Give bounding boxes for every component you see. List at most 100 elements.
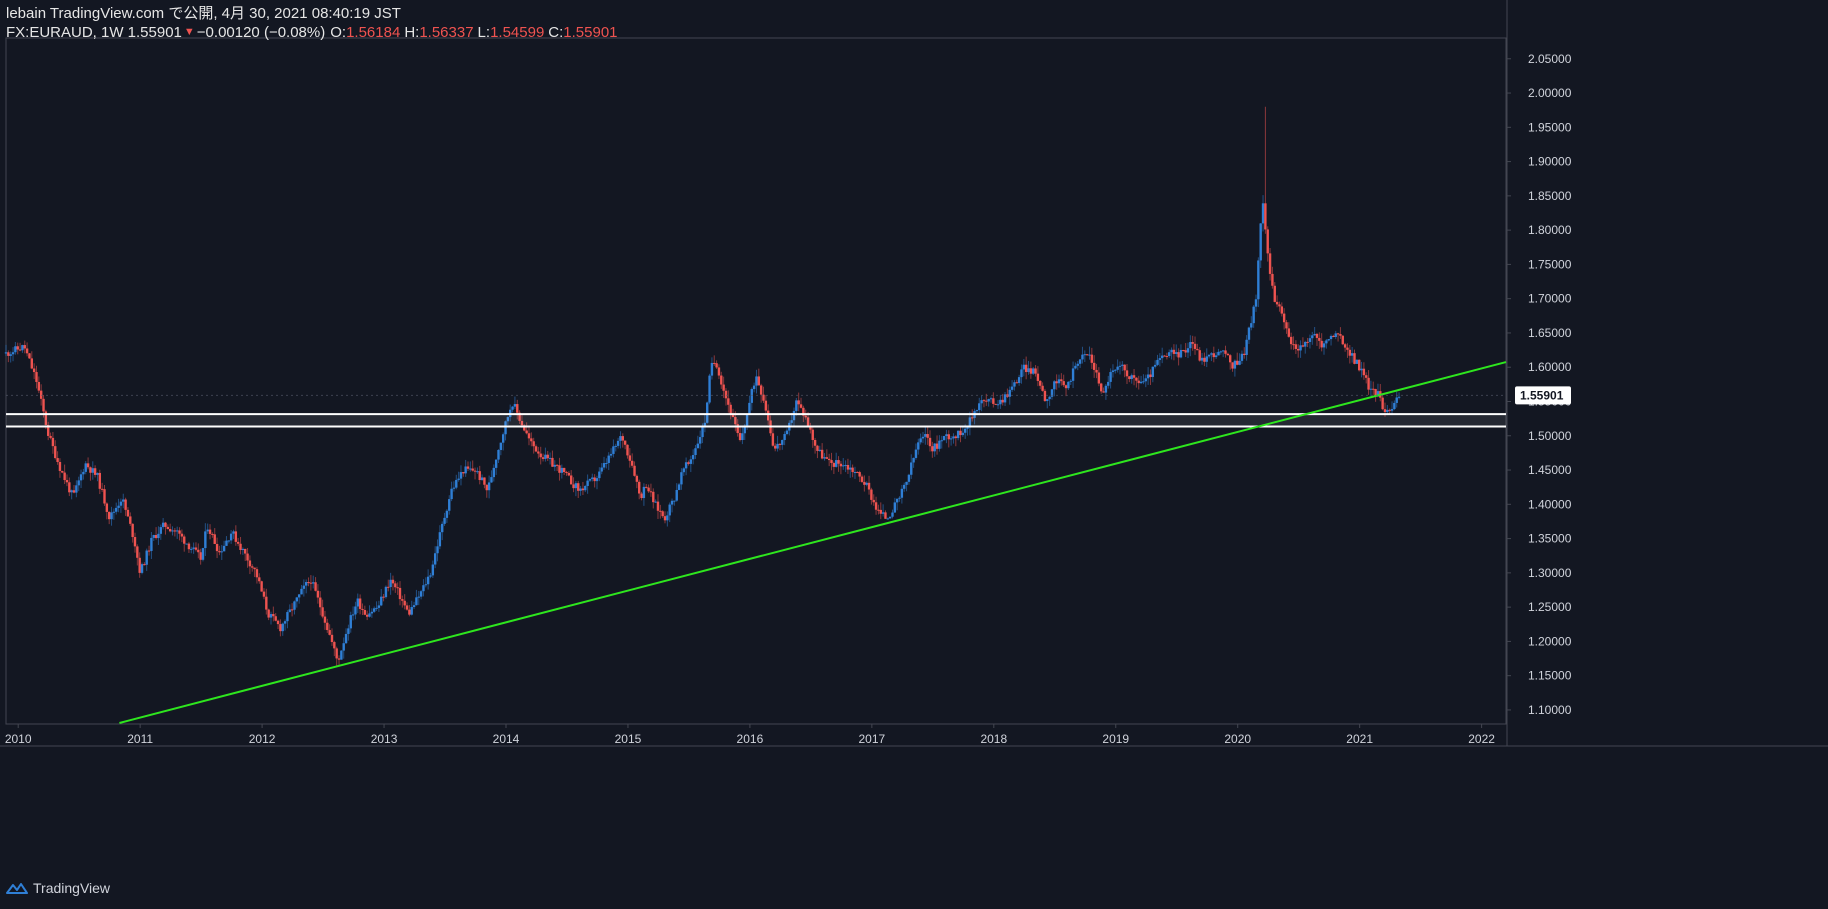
candle-body	[1386, 409, 1389, 413]
candle-body	[4, 352, 8, 354]
y-tick-label: 1.20000	[1528, 634, 1572, 648]
candle-body	[837, 460, 840, 464]
candle-body	[825, 457, 829, 459]
candle-body	[553, 464, 556, 467]
candle-body	[1207, 354, 1211, 357]
candle-body	[1362, 368, 1366, 376]
symbol-info[interactable]: FX:EURAUD, 1W 1.55901	[6, 24, 182, 41]
candle-body	[492, 467, 496, 478]
candle-body	[1217, 351, 1220, 356]
candle-body	[645, 486, 648, 488]
candle-body	[168, 528, 172, 532]
candle-body	[682, 468, 685, 473]
candle-body	[1114, 369, 1117, 371]
candle-body	[1017, 377, 1021, 383]
candle-body	[731, 414, 735, 418]
candle-body	[628, 455, 632, 461]
candle-body	[799, 404, 803, 408]
candle-body	[457, 478, 460, 480]
candle-body	[701, 425, 704, 438]
candle-body	[302, 585, 306, 589]
x-tick-label: 2020	[1224, 732, 1251, 746]
candle-body	[206, 529, 209, 532]
candle-body	[330, 634, 334, 643]
candle-body	[204, 531, 207, 549]
candle-body	[171, 530, 174, 532]
candle-body	[426, 576, 430, 585]
candle-body	[1067, 381, 1070, 389]
candle-body	[1160, 355, 1164, 359]
candle-body	[351, 614, 355, 616]
candle-body	[283, 621, 287, 624]
candle-body	[971, 417, 974, 419]
candle-body	[166, 526, 170, 529]
candle-body	[609, 453, 613, 456]
candle-body	[1100, 383, 1103, 392]
candle-body	[1348, 349, 1352, 356]
y-tick-label: 1.25000	[1528, 600, 1572, 614]
candle-body	[213, 534, 216, 544]
last-price-tag	[1515, 386, 1571, 405]
candle-body	[14, 346, 17, 353]
candle-body	[713, 362, 716, 364]
candle-body	[992, 398, 995, 404]
candle-body	[335, 648, 338, 659]
drawings[interactable]	[6, 361, 1507, 724]
candle-body	[598, 471, 601, 479]
candle-body	[778, 443, 782, 445]
candle-body	[565, 472, 568, 474]
candle-body	[485, 484, 488, 491]
candle-body	[405, 605, 409, 610]
candle-body	[1301, 345, 1305, 347]
candle-body	[816, 445, 819, 451]
candle-body	[58, 461, 62, 471]
candle-body	[1076, 363, 1079, 366]
tradingview-logo-icon[interactable]	[6, 881, 28, 895]
candle-body	[469, 468, 472, 470]
candle-body	[293, 601, 296, 610]
open-label: O:	[330, 24, 347, 41]
candle-body	[159, 527, 162, 534]
x-tick-label: 2012	[249, 732, 276, 746]
candle-body	[340, 650, 343, 660]
candle-body	[806, 417, 810, 427]
candle-body	[656, 501, 660, 511]
candle-body	[349, 615, 352, 629]
candle-body	[269, 614, 273, 618]
candle-body	[1048, 396, 1051, 400]
candle-body	[616, 440, 620, 446]
candle-body	[928, 437, 932, 447]
candle-body	[999, 399, 1002, 405]
candle-body	[703, 422, 707, 426]
candle-body	[870, 489, 873, 500]
candle-body	[290, 609, 294, 611]
candle-body	[1327, 339, 1330, 341]
candle-body	[1226, 353, 1230, 356]
candle-body	[1172, 349, 1176, 354]
tradingview-brand[interactable]: TradingView	[33, 880, 111, 896]
y-tick-label: 1.60000	[1528, 360, 1572, 374]
candle-body	[377, 605, 381, 608]
candle-body	[1111, 370, 1115, 373]
candle-body	[755, 376, 758, 386]
candle-body	[1221, 350, 1225, 352]
candle-body	[265, 596, 268, 610]
x-tick-label: 2017	[859, 732, 886, 746]
x-tick-label: 2021	[1346, 732, 1373, 746]
candles	[4, 106, 1401, 667]
candle-body	[115, 507, 118, 512]
candle-body	[994, 403, 997, 405]
candle-body	[602, 463, 606, 468]
chart-header: lebain TradingView.com で公開, 4月 30, 2021 …	[6, 4, 618, 42]
candle-body	[1229, 355, 1232, 363]
candle-body	[487, 482, 491, 491]
trend-line[interactable]	[119, 361, 1507, 724]
candle-body	[387, 586, 390, 588]
candle-body	[647, 487, 650, 492]
candle-body	[107, 511, 111, 520]
candle-body	[328, 630, 331, 635]
candle-body	[154, 535, 158, 539]
candle-body	[809, 426, 812, 430]
candle-body	[208, 529, 212, 534]
